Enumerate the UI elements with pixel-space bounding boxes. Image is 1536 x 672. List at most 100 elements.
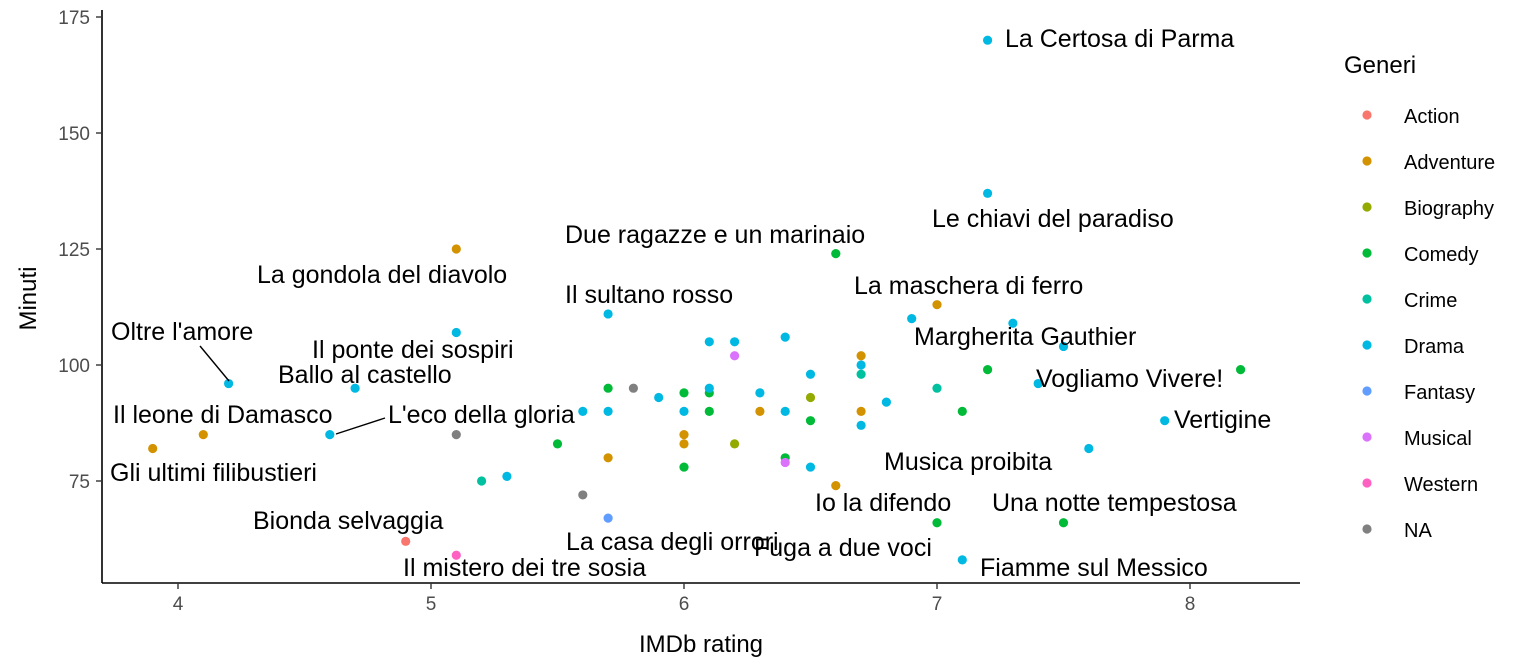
data-point-biography [730,439,740,449]
data-point-drama [730,337,740,347]
data-point-comedy [679,388,689,398]
data-point-adventure [679,430,689,440]
point-label: Musica proibita [884,448,1052,476]
point-label: Io la difendo [815,489,951,517]
data-point-adventure [603,453,613,463]
data-point-drama [704,383,714,393]
data-point-drama [856,360,866,370]
point-label: La gondola del diavolo [257,261,507,289]
point-label: Una notte tempestosa [992,489,1237,517]
point-label: Il mistero dei tre sosia [403,554,646,582]
data-point-drama [983,35,993,45]
point-label: La Certosa di Parma [1005,25,1234,53]
data-point-western [451,550,461,560]
x-tick-label: 5 [426,594,437,615]
data-point-drama [502,471,512,481]
data-point-adventure [831,481,841,491]
legend-label: Biography [1404,198,1494,220]
data-point-adventure [198,430,208,440]
point-label: Oltre l'amore [111,318,253,346]
data-point-drama [780,406,790,416]
data-point-adventure [148,443,158,454]
data-point-comedy [603,383,613,393]
legend-key-western [1362,478,1372,488]
data-point-adventure [679,439,689,449]
data-point-comedy [1236,365,1246,375]
x-tick-label: 7 [932,594,943,615]
data-point-na [578,490,588,500]
x-tick-label: 8 [1185,594,1196,615]
data-point-fantasy [603,513,613,523]
legend-label: Adventure [1404,152,1495,174]
plot-area: 4 5 6 7 8 75 100 125 150 175 IMDb rating Minuti La C… [15,8,1300,658]
point-label: La maschera di ferro [854,272,1083,300]
legend-label: Crime [1404,290,1457,312]
data-point-drama [1058,341,1069,352]
data-point-na [451,430,461,440]
data-point-musical [730,351,740,361]
data-point-comedy [983,365,993,375]
data-point-crime [932,383,942,393]
data-point-comedy [932,518,942,528]
point-label: Le chiavi del paradiso [932,205,1174,233]
data-point-drama [1033,378,1043,389]
point-label: Vogliamo Vivere! [1036,365,1223,393]
data-point-comedy [957,406,967,416]
data-point-adventure [451,244,461,254]
data-point-drama [325,430,335,440]
point-label: Gli ultimi filibustieri [110,459,317,487]
y-tick-label: 150 [58,124,90,145]
point-label: Fuga a due voci [754,534,932,562]
legend-title: Generi [1344,52,1416,79]
legend-label: Musical [1404,428,1472,450]
data-point-drama [957,555,967,565]
legend-key-fantasy [1362,386,1372,396]
data-point-drama [1008,318,1018,328]
data-point-crime [856,369,866,379]
data-point-drama [451,327,461,338]
data-point-adventure [932,300,942,310]
point-label: L'eco della gloria [388,401,575,429]
data-point-drama [603,309,613,319]
point-label: Il ponte dei sospiri [312,336,514,364]
data-point-drama [755,388,765,398]
legend-key-crime [1362,294,1372,304]
data-point-drama [654,392,664,403]
data-point-drama [603,406,613,416]
legend-label: NA [1404,520,1432,542]
data-point-comedy [831,249,841,259]
point-label: La casa degli orrori [566,528,779,556]
point-label: Il sultano rosso [565,281,733,309]
data-point-drama [1084,443,1094,454]
data-point-drama [578,406,588,416]
data-point-drama [805,369,816,379]
data-point-comedy [704,406,714,416]
data-point-action [401,536,411,546]
point-label: Vertigine [1174,406,1271,434]
x-tick-label: 4 [173,594,184,615]
point-label: Fiamme sul Messico [980,554,1208,582]
point-label: Due ragazze e un marinaio [565,221,865,249]
point-label: Bionda selvaggia [253,507,444,535]
data-point-drama [780,332,790,342]
y-tick-label: 75 [69,472,90,493]
data-point-biography [805,392,816,403]
data-point-drama [881,397,892,407]
x-tick-label: 6 [679,594,690,615]
legend-key-musical [1362,432,1372,442]
data-point-comedy [679,462,689,472]
point-label: Ballo al castello [278,361,452,389]
leader-line-eco-della-gloria [335,417,386,435]
x-axis-title: IMDb rating [639,631,763,658]
data-point-adventure [755,406,765,416]
data-point-musical [780,457,790,468]
legend-label: Western [1404,474,1478,496]
legend: Generi Action Adventure Biography Comedy Crim… [1344,52,1495,542]
data-point-comedy [1058,518,1069,528]
data-point-drama [679,406,689,416]
legend-key-drama [1362,340,1372,350]
data-point-na [628,383,639,393]
y-tick-label: 125 [58,240,90,261]
data-point-adventure [856,351,866,361]
